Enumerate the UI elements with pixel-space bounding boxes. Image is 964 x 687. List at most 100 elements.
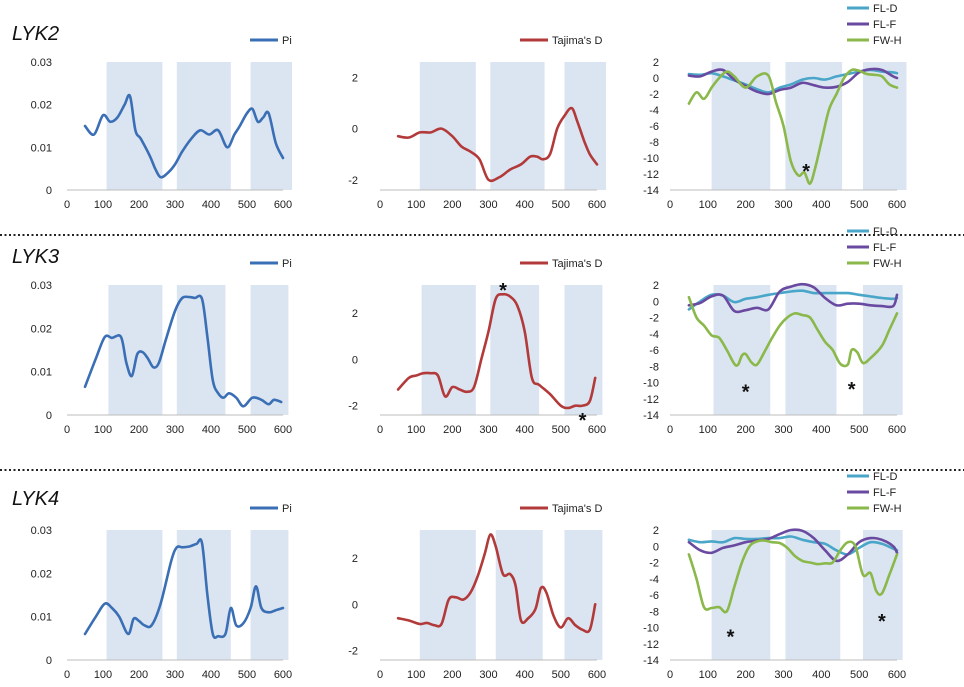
significance-star: * [499,280,507,302]
series-line-fl-f [687,282,899,314]
x-tick-label: 300 [479,199,497,211]
shaded-region [495,530,543,660]
y-tick-label: 0 [46,655,52,667]
y-tick-label: 0 [46,185,52,197]
x-tick-label: 100 [94,669,112,681]
x-tick-label: 600 [588,424,606,436]
shaded-region [176,285,226,415]
x-tick-label: 600 [274,669,292,681]
chart-lyk4-pi: 0 100 200 300 400 500 600 0 0.01 0.02 0.03 Pi [31,503,293,681]
y-tick-label: -2 [649,558,659,570]
y-tick-label: 0.01 [31,367,52,379]
x-tick-label: 0 [64,669,70,681]
x-tick-label: 100 [699,199,717,211]
x-tick-label: 500 [850,199,868,211]
shaded-region [419,530,476,660]
y-tick-label: 0.02 [31,100,52,112]
x-tick-label: 200 [736,424,754,436]
x-tick-label: 300 [166,669,184,681]
x-tick-label: 600 [888,199,906,211]
x-tick-label: 200 [443,199,461,211]
y-tick-label: -14 [643,655,659,667]
shaded-region [785,285,837,415]
x-tick-label: 400 [202,669,220,681]
legend-label: Tajima's D [552,258,602,270]
series-line-fl-d [687,535,899,556]
y-tick-label: -8 [649,606,659,618]
y-tick-label: 0.02 [31,323,52,335]
x-tick-label: 100 [699,669,717,681]
y-tick-label: -6 [649,121,659,133]
y-tick-label: 0 [46,410,52,422]
shaded-region [564,62,607,190]
y-tick-label: 2 [653,280,659,292]
row-label-lyk2: LYK2 [12,23,59,45]
significance-star: * [878,611,886,633]
y-tick-label: 0.02 [31,568,52,580]
x-tick-label: 200 [736,669,754,681]
y-tick-label: -6 [649,345,659,357]
x-tick-label: 400 [812,669,830,681]
legend-label: FL-F [873,242,897,254]
y-tick-label: -2 [649,89,659,101]
y-tick-label: -12 [643,394,659,406]
chart-lyk4-tajima: 0 100 200 300 400 500 600 -2 0 2 Tajima's D [348,503,606,681]
y-tick-label: -12 [643,639,659,651]
legend-label: Tajima's D [552,503,602,515]
x-tick-label: 100 [94,424,112,436]
y-tick-label: -2 [348,175,358,187]
y-tick-label: 0 [653,296,659,308]
y-tick-label: 0 [352,599,358,611]
significance-star: * [742,382,750,404]
significance-star: * [727,627,735,649]
x-tick-label: 200 [130,199,148,211]
y-tick-label: -4 [649,574,659,586]
shaded-region [564,530,603,660]
chart-lyk3-pi: 0 100 200 300 400 500 600 0 0.01 0.02 0.03 Pi [31,258,293,436]
shaded-region [564,285,603,415]
shaded-region [711,530,771,660]
y-tick-label: -4 [649,105,659,117]
legend-label: FL-F [873,487,897,499]
series-line-tajima-s-d [396,533,597,634]
x-tick-label: 100 [699,424,717,436]
y-tick-label: -2 [348,401,358,413]
shaded-region [490,285,540,415]
y-tick-label: -12 [643,169,659,181]
legend-label: FL-F [873,19,897,31]
x-tick-label: 500 [552,424,570,436]
y-tick-label: 0 [653,541,659,553]
legend-label: FL-D [873,471,898,483]
y-tick-label: 0 [352,354,358,366]
x-tick-label: 500 [850,669,868,681]
series-line-pi [83,93,285,179]
significance-star: * [579,410,587,432]
x-tick-label: 100 [407,424,425,436]
x-tick-label: 100 [94,199,112,211]
shaded-region [713,285,771,415]
series-line-tajima-s-d [396,106,599,183]
shaded-region [419,62,476,190]
x-tick-label: 0 [667,424,673,436]
legend-label: FL-D [873,226,898,238]
x-tick-label: 600 [588,199,606,211]
x-tick-label: 100 [407,669,425,681]
x-tick-label: 300 [166,199,184,211]
x-tick-label: 200 [443,424,461,436]
legend-label: FL-D [873,3,898,15]
x-tick-label: 500 [238,424,256,436]
x-tick-label: 600 [888,424,906,436]
x-tick-label: 400 [812,424,830,436]
x-tick-label: 0 [377,424,383,436]
y-tick-label: 0 [352,124,358,136]
series-line-pi [83,294,283,408]
row-label-lyk3: LYK3 [12,246,59,268]
legend-label: FW-H [873,503,902,515]
x-tick-label: 0 [64,199,70,211]
legend-label: Pi [282,503,292,515]
y-tick-label: -8 [649,361,659,373]
x-tick-label: 500 [552,199,570,211]
y-tick-label: 2 [352,72,358,84]
